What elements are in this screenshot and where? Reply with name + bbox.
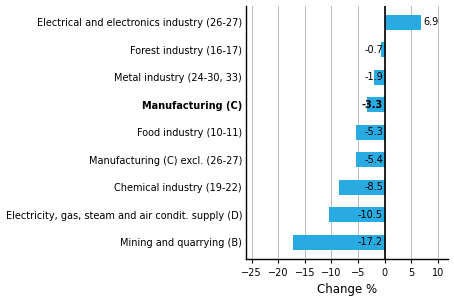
Text: -5.3: -5.3 — [364, 127, 383, 137]
Text: -0.7: -0.7 — [364, 45, 383, 55]
Text: -3.3: -3.3 — [362, 100, 383, 110]
Bar — [329, 207, 385, 222]
Text: -1.9: -1.9 — [364, 72, 383, 82]
Text: -17.2: -17.2 — [358, 237, 383, 247]
Bar — [381, 42, 385, 57]
Bar — [385, 14, 421, 30]
Text: -10.5: -10.5 — [358, 210, 383, 220]
Text: 6.9: 6.9 — [423, 17, 438, 27]
Bar — [293, 235, 385, 250]
Bar — [375, 69, 385, 85]
X-axis label: Change %: Change % — [317, 284, 377, 297]
Bar — [356, 152, 385, 167]
Text: -8.5: -8.5 — [364, 182, 383, 192]
Text: -5.4: -5.4 — [364, 155, 383, 165]
Bar — [339, 180, 385, 195]
Bar — [367, 97, 385, 112]
Bar — [356, 125, 385, 140]
